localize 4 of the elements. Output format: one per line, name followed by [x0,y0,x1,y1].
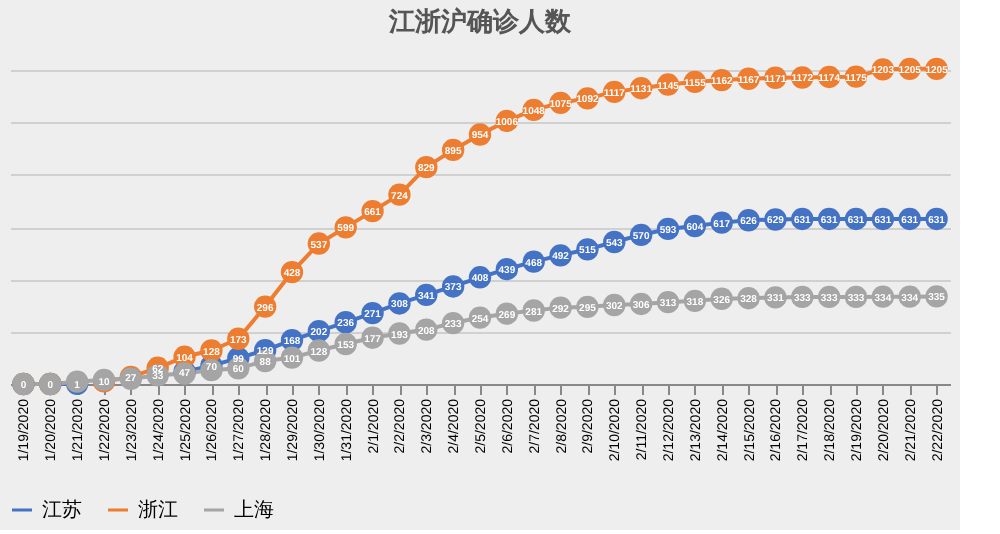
chart-title: 江浙沪确诊人数 [387,6,573,36]
legend-label: 江苏 [42,498,82,522]
legend-label: 上海 [234,498,274,522]
legend-label: 浙江 [138,498,178,522]
